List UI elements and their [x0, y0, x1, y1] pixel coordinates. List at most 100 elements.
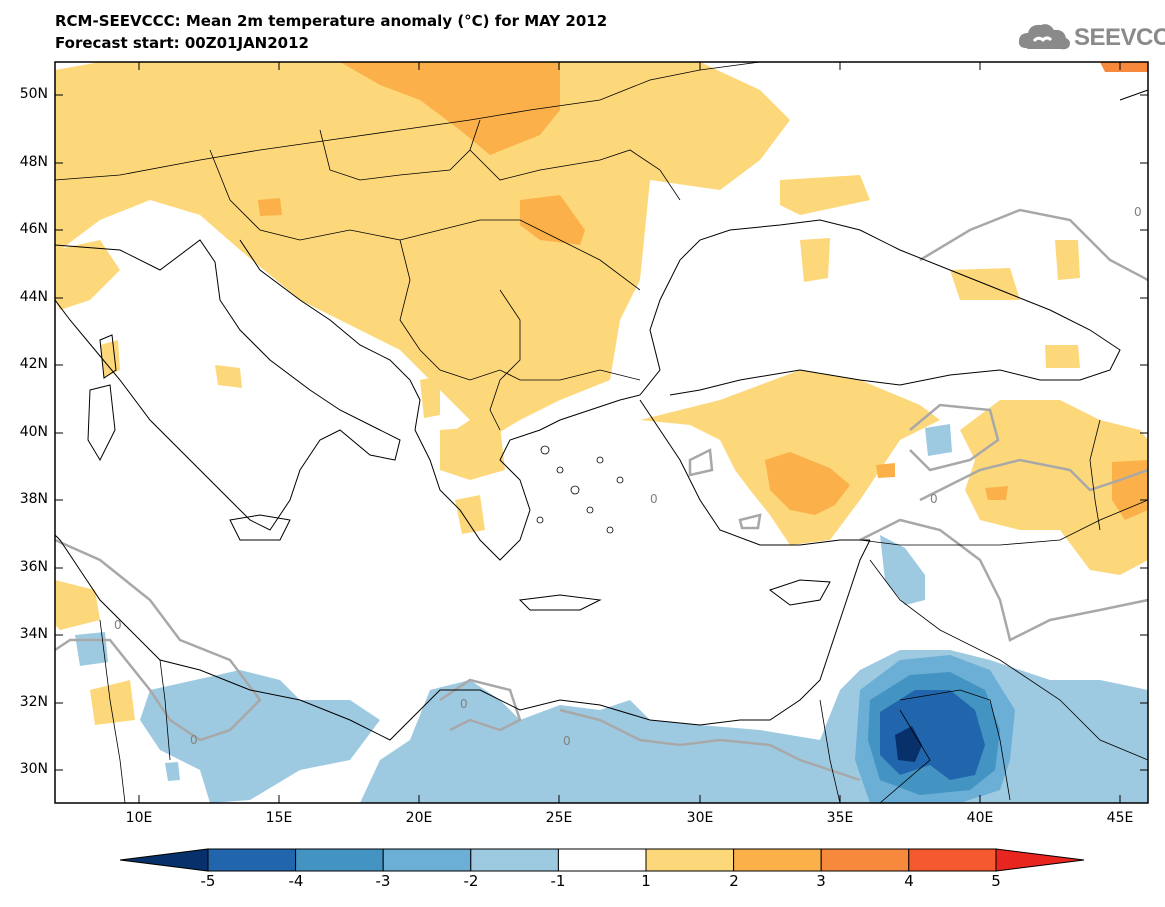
contour-label: 0: [114, 618, 122, 632]
island: [586, 506, 594, 514]
colorbar-label: -1: [550, 872, 566, 890]
warm-patch-greece: [440, 425, 505, 480]
lon-label: 10E: [125, 810, 153, 826]
zero-contours: [55, 208, 1148, 782]
border-6: [489, 289, 521, 431]
colorbar-swatch: [382, 848, 472, 872]
colorbar-swatch: [295, 848, 384, 872]
contour-label: 0: [460, 697, 468, 711]
colorbar-label: 2: [729, 872, 739, 890]
contour-label: 0: [1134, 205, 1142, 219]
coast-africa: [55, 534, 741, 741]
lon-label: 40E: [966, 810, 994, 826]
logo-text: SEEVCCC: [1074, 24, 1165, 51]
zero-contour-libya: [439, 678, 522, 732]
colorbar-swatch: [470, 848, 559, 872]
island: [616, 476, 624, 484]
borders: [55, 62, 1148, 803]
anomaly-field: [55, 62, 1148, 803]
warm-patch-georgia: [1045, 345, 1080, 368]
cool-anomaly-small: [165, 762, 180, 781]
warm-core-iraq: [1112, 460, 1148, 520]
warm-core-ne: [1100, 62, 1148, 72]
contour-label: 0: [650, 492, 658, 506]
zero-contour-east: [919, 458, 1148, 502]
warm-anomaly-east-anatolia: [960, 400, 1148, 575]
island: [596, 456, 604, 464]
coast-caspian: [1119, 89, 1148, 101]
zero-contour-levant: [859, 518, 1148, 642]
island: [536, 516, 544, 524]
warm-core-turkey-small: [876, 463, 895, 478]
lat-label: 48N: [19, 154, 48, 170]
warm-anomaly-west: [55, 240, 120, 310]
warm-patch-tunisia: [55, 580, 100, 630]
warm-patch-italy: [215, 365, 242, 388]
colorbar-label: 4: [904, 872, 914, 890]
border-13: [99, 619, 126, 803]
border-4: [399, 239, 641, 381]
border-7: [859, 499, 1148, 546]
warm-patch-ukraine: [780, 175, 870, 215]
colorbar-swatch: [733, 848, 822, 872]
colorbar-swatch: [908, 848, 997, 872]
colorbar-label: 5: [991, 872, 1001, 890]
seevccc-logo: SEEVCCC: [1016, 18, 1165, 58]
cool-anomaly-libya: [140, 670, 380, 803]
colorbar-label: 3: [816, 872, 826, 890]
colorbar-label: -5: [200, 872, 216, 890]
coastlines: [55, 89, 1148, 741]
lat-label: 46N: [19, 221, 48, 237]
border-8: [869, 559, 1148, 761]
warm-core-austria: [258, 198, 282, 216]
lat-label: 30N: [19, 761, 48, 777]
island: [570, 485, 580, 495]
islands: [536, 445, 624, 534]
warm-anomaly-europe: [55, 62, 790, 470]
warm-patch-corsica: [100, 340, 120, 378]
island: [540, 445, 550, 455]
coast-crete: [518, 594, 602, 611]
lat-label: 38N: [19, 491, 48, 507]
border-9: [1089, 419, 1101, 531]
lon-label: 45E: [1106, 810, 1134, 826]
zero-contour-turkey: [909, 403, 1000, 472]
zero-contour-cyprus: [738, 513, 762, 530]
cool-anomaly-tunisia: [75, 632, 108, 666]
lat-label: 36N: [19, 559, 48, 575]
warm-patch-east: [1055, 240, 1080, 280]
colorbar-label: -4: [288, 872, 304, 890]
coast-levant: [740, 539, 871, 721]
lon-label: 20E: [405, 810, 433, 826]
coast-sardinia: [87, 384, 116, 462]
coast-greece: [414, 394, 641, 561]
zero-contour-north: [919, 208, 1148, 282]
colorbar-swatch: [119, 848, 209, 872]
lat-label: 34N: [19, 626, 48, 642]
lat-label: 32N: [19, 694, 48, 710]
zero-contour-egypt: [559, 708, 861, 782]
contour-labels: 0 0 0 0 0 0 0: [114, 205, 1142, 748]
warm-core-east: [985, 486, 1008, 500]
border-10: [899, 689, 1011, 801]
coast-corsica: [99, 334, 117, 379]
colorbar-swatch: [820, 848, 910, 872]
island: [556, 466, 564, 474]
coast-turkey-south: [639, 399, 870, 546]
coast-cyprus: [768, 579, 831, 606]
lon-label: 30E: [686, 810, 714, 826]
lon-label: 15E: [265, 810, 293, 826]
warm-core-romania: [520, 195, 585, 245]
lon-ticks: [138, 62, 1121, 803]
lon-label: 25E: [545, 810, 573, 826]
border-2: [209, 149, 641, 291]
lat-label: 42N: [19, 356, 48, 372]
colorbar-swatch: [557, 848, 647, 872]
cloud-icon: [1018, 24, 1070, 50]
colorbar-swatch: [645, 848, 735, 872]
lon-label: 35E: [826, 810, 854, 826]
colorbar-label: 1: [641, 872, 651, 890]
lat-label: 44N: [19, 289, 48, 305]
warm-patch-libya: [90, 680, 135, 725]
